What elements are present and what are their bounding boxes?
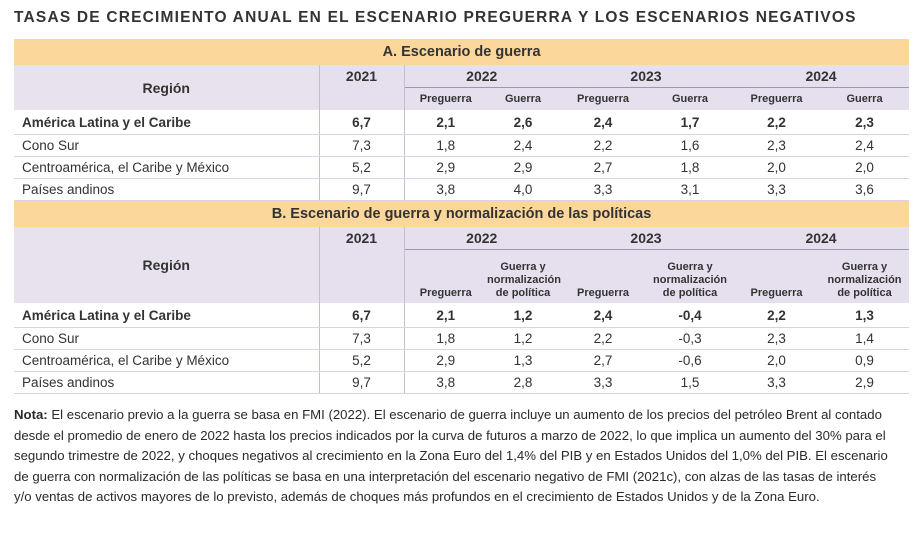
region-header: Región [14,227,320,303]
year-header-2024: 2024 [733,227,910,250]
footnote: Nota: El escenario previo a la guerra se… [14,405,894,508]
subheader: Preguerra [404,87,487,110]
table-row: Centroamérica, el Caribe y México 5,2 2,… [14,156,910,179]
year-header-2024: 2024 [733,65,910,88]
subheader: Guerra [487,87,559,110]
year-header-2022: 2022 [404,65,559,88]
subheader: Guerra y normalización de política [487,249,561,303]
table-row: América Latina y el Caribe 6,7 2,1 2,6 2… [14,110,910,135]
year-header-2021: 2021 [319,227,405,303]
subheader: Preguerra [404,249,487,303]
subheader: Guerra y normalización de política [820,249,910,303]
region-header: Región [14,65,320,110]
section-a-title: A. Escenario de guerra [14,39,910,65]
table-row: Centroamérica, el Caribe y México 5,2 2,… [14,349,910,372]
growth-table: A. Escenario de guerra Región 2021 2022 … [14,39,910,394]
section-b-title: B. Escenario de guerra y normalización d… [14,200,910,227]
subheader: Preguerra [559,87,647,110]
footnote-text: El escenario previo a la guerra se basa … [14,407,888,504]
table-row: Cono Sur 7,3 1,8 2,4 2,2 1,6 2,3 2,4 [14,134,910,157]
year-header-2022: 2022 [404,227,559,250]
subheader: Preguerra [559,249,647,303]
year-header-2021: 2021 [319,65,405,110]
table-row: América Latina y el Caribe 6,7 2,1 1,2 2… [14,303,910,328]
subheader: Guerra y normalización de política [647,249,733,303]
table-row: Países andinos 9,7 3,8 2,8 3,3 1,5 3,3 2… [14,371,910,394]
year-header-2023: 2023 [559,227,733,250]
subheader: Guerra [647,87,733,110]
subheader: Preguerra [733,249,820,303]
table-row: Cono Sur 7,3 1,8 1,2 2,2 -0,3 2,3 1,4 [14,327,910,350]
page-title: TASAS DE CRECIMIENTO ANUAL EN EL ESCENAR… [14,9,857,26]
footnote-label: Nota: [14,407,48,422]
subheader: Preguerra [733,87,820,110]
subheader: Guerra [820,87,910,110]
table-row: Países andinos 9,7 3,8 4,0 3,3 3,1 3,3 3… [14,178,910,201]
year-header-2023: 2023 [559,65,733,88]
